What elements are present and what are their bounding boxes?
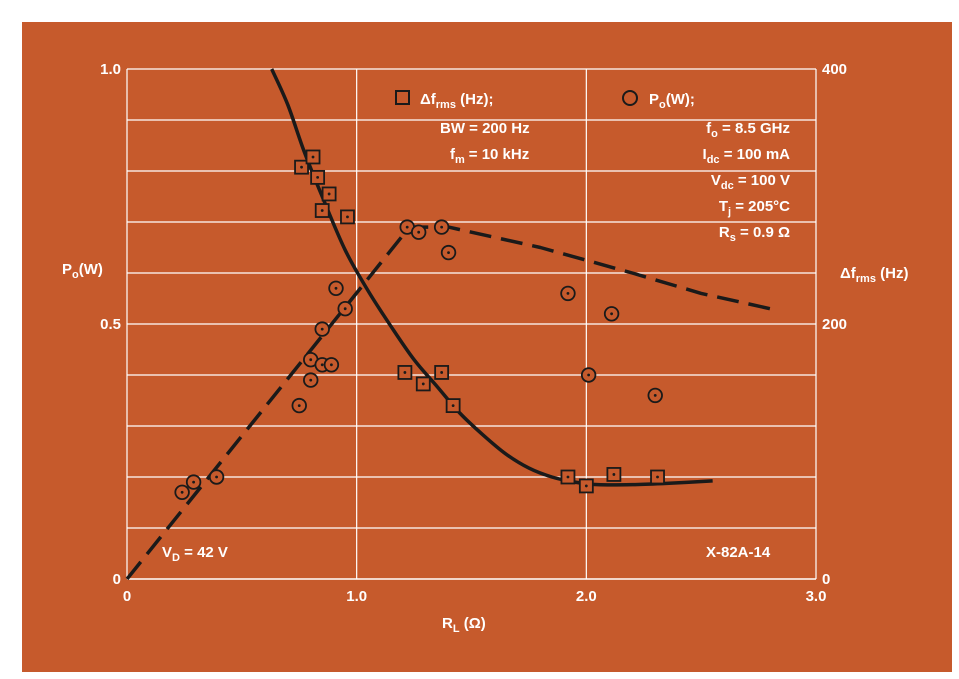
point-center-dot: [316, 175, 320, 179]
y-tick-label: 0: [113, 571, 121, 588]
point-center-dot: [612, 473, 616, 476]
point-center-dot: [403, 371, 407, 374]
point-center-dot: [653, 394, 657, 397]
y2-tick-label: 0: [822, 571, 830, 588]
point-center-dot: [584, 484, 588, 488]
point-center-dot: [330, 363, 333, 367]
point-center-dot: [346, 215, 349, 219]
vd-sym: V: [162, 544, 172, 561]
legend-param: fo = 8.5 GHz: [706, 120, 790, 140]
y2-axis-label-sym: Δf: [840, 265, 857, 282]
x-axis-label-unit: (Ω): [460, 615, 486, 632]
point-center-dot: [566, 292, 570, 295]
point-center-dot: [343, 307, 347, 311]
point-center-dot: [320, 327, 324, 331]
vd-value: = 42 V: [180, 544, 228, 561]
legend-param: Idc = 100 mA: [703, 146, 791, 166]
legend-square-unit: (Hz);: [456, 91, 494, 108]
markers: [174, 149, 665, 501]
point-center-dot: [587, 373, 591, 377]
y2-tick-label: 200: [822, 316, 847, 333]
point-center-dot: [320, 363, 324, 367]
y-axis-label-sym: P: [62, 261, 72, 278]
legend-circle-unit: (W);: [666, 91, 695, 108]
legend-circle-sub: o: [659, 99, 666, 111]
legend-circle-marker: [622, 90, 638, 106]
point-center-dot: [451, 404, 455, 407]
point-center-dot: [421, 382, 425, 386]
point-center-dot: [311, 155, 315, 159]
legend-fm-sub: m: [455, 154, 465, 166]
legend-bw: BW = 200 Hz: [440, 120, 530, 137]
x-axis-label-sym: R: [442, 615, 453, 632]
point-center-dot: [405, 225, 409, 229]
legend-fm-val: = 10 kHz: [469, 146, 529, 163]
vd-sub: D: [172, 552, 180, 564]
vd-annotation: VD = 42 V: [162, 544, 228, 564]
y2-tick-label: 400: [822, 61, 847, 78]
point-center-dot: [440, 225, 444, 229]
x-tick-label: 1.0: [346, 588, 367, 605]
point-center-dot: [320, 209, 324, 212]
point-center-dot: [417, 230, 421, 234]
y-tick-label: 1.0: [100, 61, 121, 78]
point-center-dot: [300, 165, 303, 169]
grid: [126, 68, 817, 580]
legend-square-sub: rms: [436, 99, 456, 111]
x-axis-label-sub: L: [453, 623, 460, 635]
point-center-dot: [309, 378, 313, 382]
legend-square: Δfrms (Hz); BW = 200 Hz fm = 10 kHz: [395, 90, 530, 166]
x-tick-label: 2.0: [576, 588, 597, 605]
point-center-dot: [610, 312, 613, 316]
y2-axis-label-sub: rms: [856, 273, 876, 285]
y-axis-label: Po(W): [62, 261, 103, 281]
legend-circle: Po(W); fo = 8.5 GHz Idc = 100 mA Vdc = 100…: [622, 90, 791, 244]
legend-param: Vdc = 100 V: [711, 172, 790, 192]
x-tick-label: 3.0: [806, 588, 827, 605]
legend-param: Tj = 205°C: [719, 198, 790, 218]
point-center-dot: [440, 371, 444, 374]
legend-params: fo = 8.5 GHz Idc = 100 mA Vdc = 100 V Tj = …: [703, 120, 791, 244]
point-center-dot: [180, 490, 184, 494]
legend-square-marker: [395, 90, 410, 105]
legend-circle-sym: P: [649, 91, 659, 108]
y2-axis-label: Δfrms (Hz): [840, 265, 908, 285]
y-tick-label: 0.5: [100, 316, 121, 333]
chart-panel: 0 1.0 2.0 3.0 0 0.5 1.0 0 200 400 Po(W) Δfrms (Hz…: [22, 22, 952, 672]
point-center-dot: [309, 358, 313, 362]
legend-fm: fm = 10 kHz: [450, 146, 529, 166]
point-center-dot: [447, 251, 450, 255]
point-center-dot: [297, 404, 301, 407]
legend-square-sym: Δf: [420, 91, 437, 108]
point-center-dot: [334, 286, 338, 290]
point-center-dot: [327, 192, 331, 196]
legend-fm-sym: f: [450, 146, 456, 163]
figure-id: X-82A-14: [706, 544, 771, 561]
y-axis-label-unit: (W): [79, 261, 103, 278]
y-axis-label-sub: o: [72, 269, 79, 281]
x-axis-label: RL (Ω): [442, 615, 486, 635]
legend-circle-label: Po(W);: [649, 91, 695, 111]
legend-square-label: Δfrms (Hz);: [420, 91, 493, 111]
point-center-dot: [566, 475, 570, 479]
point-center-dot: [215, 475, 218, 479]
point-center-dot: [192, 480, 196, 484]
legend-param: Rs = 0.9 Ω: [719, 224, 790, 244]
point-center-dot: [656, 475, 659, 479]
x-tick-label: 0: [123, 588, 131, 605]
y2-axis-label-unit: (Hz): [876, 265, 909, 282]
